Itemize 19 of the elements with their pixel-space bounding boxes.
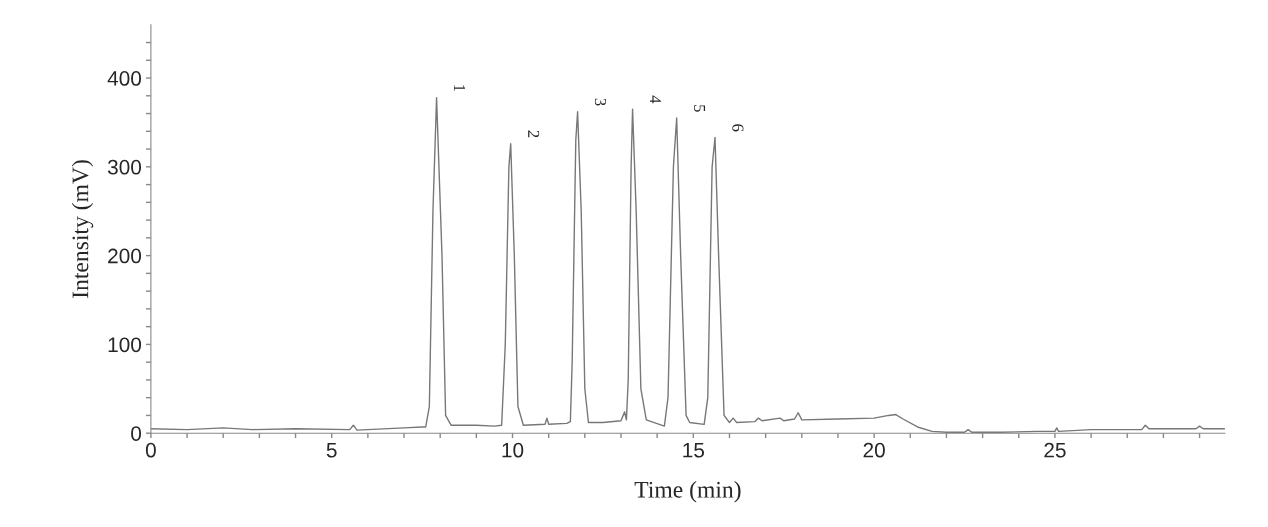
annotation: 1 [454, 85, 466, 92]
annotation: 5 [693, 105, 706, 112]
annotation: 4 [650, 95, 661, 104]
annotation: 6 [732, 124, 744, 132]
x-tick-label: 15 [683, 442, 705, 458]
x-axis-title: Time (min) [634, 481, 741, 503]
x-tick-label: 10 [502, 442, 524, 458]
x-tick-label: 5 [326, 442, 337, 458]
x-tick-label: 20 [863, 442, 885, 458]
y-tick-label: 300 [107, 159, 142, 175]
x-tick-label: 0 [145, 442, 156, 458]
x-tick-label: 25 [1044, 442, 1066, 458]
y-tick-label: 200 [108, 248, 142, 264]
y-tick-label: 100 [108, 337, 142, 353]
y-tick-label: 400 [107, 71, 142, 86]
y-axis-title: Intensity (mV) [71, 160, 94, 298]
annotation: 2 [528, 130, 540, 138]
y-tick-label: 0 [131, 426, 142, 441]
annotation: 3 [594, 98, 607, 106]
